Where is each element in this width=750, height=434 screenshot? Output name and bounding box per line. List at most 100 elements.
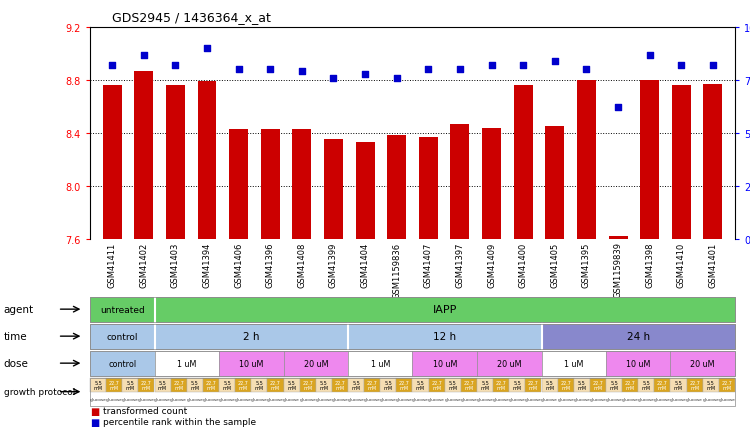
Bar [451, 124, 470, 239]
Bar [229, 130, 248, 239]
Text: 5.5
mM: 5.5 mM [158, 380, 167, 391]
Text: glucose: glucose [686, 397, 703, 401]
Bar [356, 143, 374, 239]
Point [232, 67, 244, 74]
Point [106, 62, 118, 69]
Bar [514, 86, 532, 239]
Text: 1 uM: 1 uM [370, 359, 390, 368]
Text: 5.5
mM: 5.5 mM [513, 380, 522, 391]
Text: glucose: glucose [380, 397, 397, 401]
Text: agent: agent [4, 304, 34, 314]
Text: glucose: glucose [251, 397, 268, 401]
Text: 5.5
mM: 5.5 mM [674, 380, 683, 391]
Text: 5.5
mM: 5.5 mM [416, 380, 425, 391]
Point [644, 52, 656, 59]
Text: 1 uM: 1 uM [177, 359, 197, 368]
Text: glucose: glucose [154, 397, 171, 401]
Bar [166, 86, 184, 239]
Text: untreated: untreated [100, 305, 145, 314]
Bar [103, 86, 122, 239]
Text: 5.5
mM: 5.5 mM [94, 380, 103, 391]
Text: 22.7
mM: 22.7 mM [496, 380, 507, 391]
Point [138, 52, 150, 59]
Text: glucose: glucose [460, 397, 477, 401]
Bar [608, 237, 628, 239]
Text: 22.7
mM: 22.7 mM [334, 380, 345, 391]
Text: glucose: glucose [235, 397, 251, 401]
Text: glucose: glucose [557, 397, 574, 401]
Text: glucose: glucose [718, 397, 735, 401]
Text: 22.7
mM: 22.7 mM [464, 380, 474, 391]
Text: 22.7
mM: 22.7 mM [399, 380, 410, 391]
Text: glucose: glucose [267, 397, 284, 401]
Text: glucose: glucose [542, 397, 558, 401]
Text: 22.7
mM: 22.7 mM [302, 380, 313, 391]
Text: glucose: glucose [364, 397, 380, 401]
Text: ■: ■ [90, 406, 99, 416]
Text: 22.7
mM: 22.7 mM [367, 380, 377, 391]
Text: 22.7
mM: 22.7 mM [560, 380, 572, 391]
Text: 22.7
mM: 22.7 mM [206, 380, 216, 391]
Text: glucose: glucose [106, 397, 123, 401]
Text: glucose: glucose [509, 397, 526, 401]
Text: glucose: glucose [638, 397, 655, 401]
Text: 22.7
mM: 22.7 mM [173, 380, 184, 391]
Point [264, 67, 276, 74]
Text: glucose: glucose [477, 397, 494, 401]
Text: 5.5
mM: 5.5 mM [352, 380, 361, 391]
Text: 22.7
mM: 22.7 mM [689, 380, 700, 391]
Bar [387, 136, 406, 239]
Text: glucose: glucose [444, 397, 461, 401]
Text: glucose: glucose [332, 397, 348, 401]
Text: control: control [106, 332, 138, 341]
Text: 20 uM: 20 uM [304, 359, 328, 368]
Text: 5.5
mM: 5.5 mM [255, 380, 264, 391]
Text: glucose: glucose [202, 397, 219, 401]
Text: transformed count: transformed count [104, 407, 188, 415]
Text: 22.7
mM: 22.7 mM [238, 380, 248, 391]
Text: 22.7
mM: 22.7 mM [431, 380, 442, 391]
Text: glucose: glucose [122, 397, 139, 401]
Text: glucose: glucose [347, 397, 364, 401]
Text: control: control [108, 359, 136, 368]
Point [580, 67, 592, 74]
Text: GDS2945 / 1436364_x_at: GDS2945 / 1436364_x_at [112, 11, 272, 24]
Text: 22.7
mM: 22.7 mM [528, 380, 538, 391]
Text: glucose: glucose [573, 397, 590, 401]
Point [675, 62, 687, 69]
Text: glucose: glucose [299, 397, 316, 401]
Point [454, 67, 466, 74]
Point [201, 46, 213, 53]
Text: glucose: glucose [606, 397, 622, 401]
Point [612, 105, 624, 112]
Text: 22.7
mM: 22.7 mM [625, 380, 635, 391]
Text: 5.5
mM: 5.5 mM [223, 380, 232, 391]
Point [485, 62, 497, 69]
Bar [545, 127, 564, 239]
Text: 5.5
mM: 5.5 mM [642, 380, 651, 391]
Bar [419, 138, 438, 239]
Text: 5.5
mM: 5.5 mM [545, 380, 554, 391]
Text: glucose: glucose [590, 397, 606, 401]
Text: glucose: glucose [428, 397, 445, 401]
Text: glucose: glucose [218, 397, 236, 401]
Text: 12 h: 12 h [433, 332, 456, 342]
Text: 20 uM: 20 uM [497, 359, 521, 368]
Text: glucose: glucose [315, 397, 332, 401]
Text: glucose: glucose [90, 397, 106, 401]
Point [706, 62, 718, 69]
Text: 5.5
mM: 5.5 mM [190, 380, 200, 391]
Text: 22.7
mM: 22.7 mM [657, 380, 668, 391]
Text: 5.5
mM: 5.5 mM [481, 380, 490, 391]
Point [391, 75, 403, 82]
Text: 5.5
mM: 5.5 mM [448, 380, 458, 391]
Text: 2 h: 2 h [243, 332, 260, 342]
Text: glucose: glucose [670, 397, 687, 401]
Text: 5.5
mM: 5.5 mM [610, 380, 619, 391]
Bar [672, 86, 691, 239]
Text: dose: dose [4, 358, 28, 368]
Bar [482, 128, 501, 239]
Point [296, 69, 307, 76]
Text: 5.5
mM: 5.5 mM [320, 380, 328, 391]
Bar [704, 85, 722, 239]
